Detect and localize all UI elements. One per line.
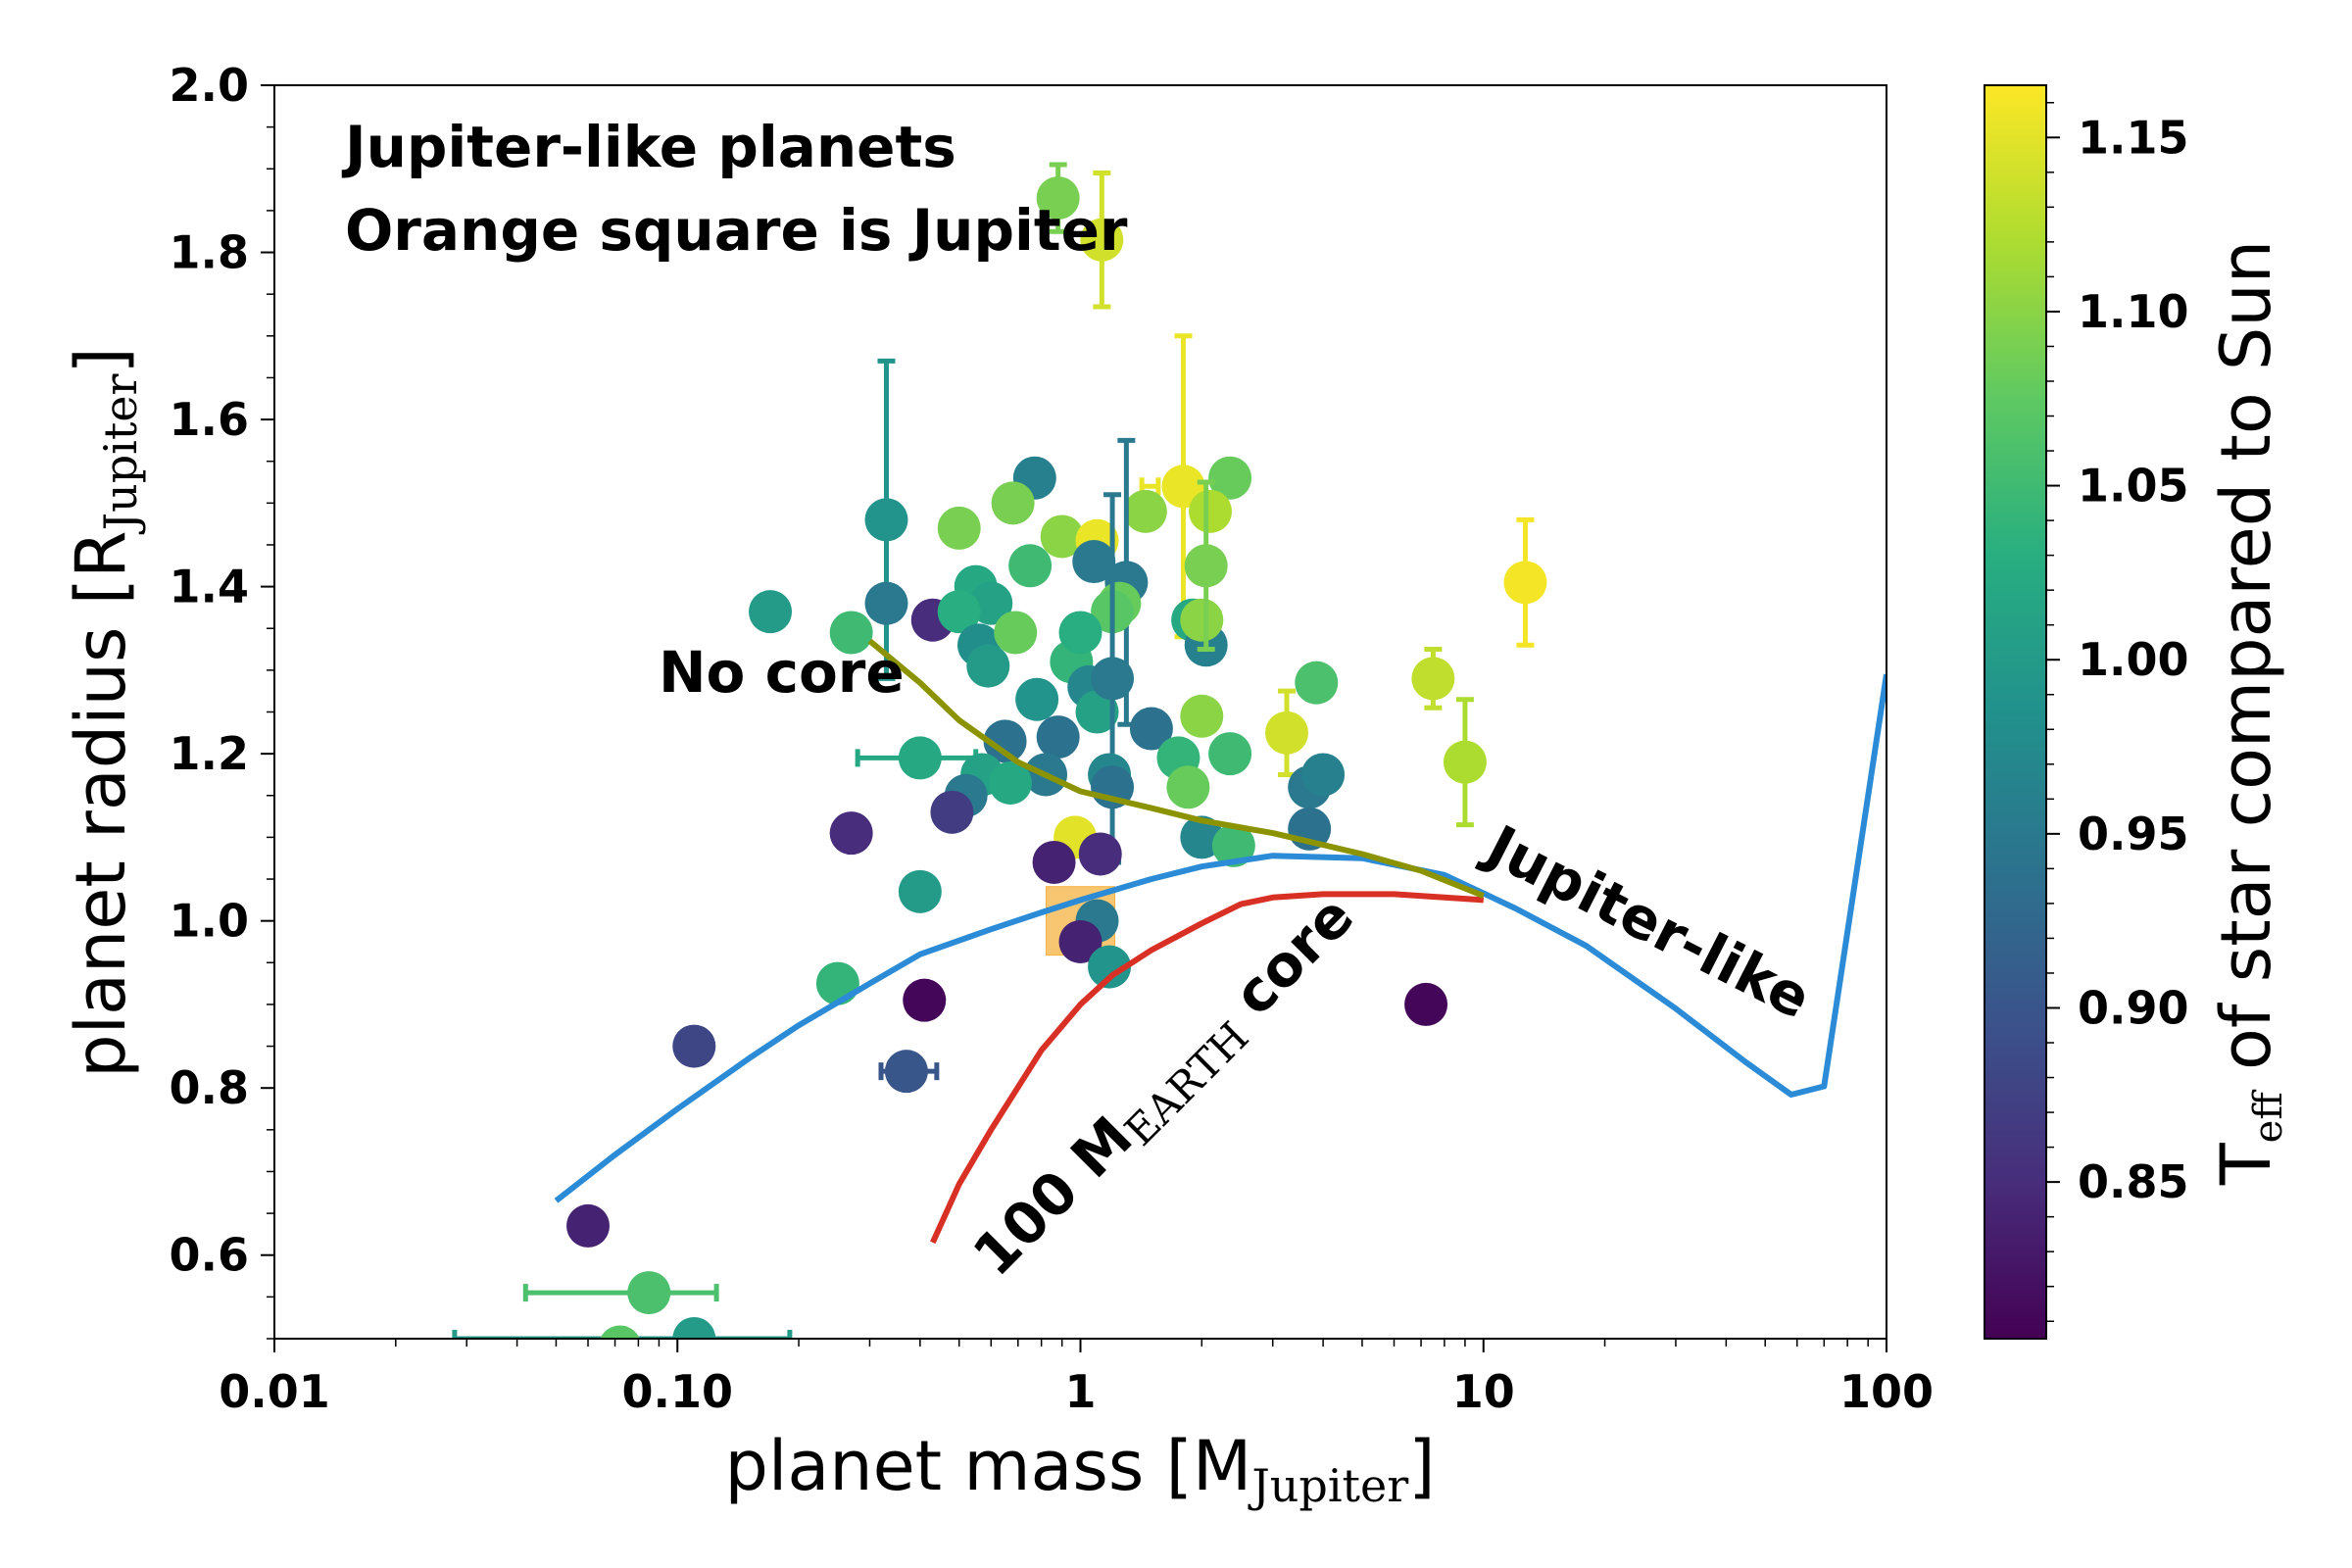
x-tick-label: 100 — [1839, 1365, 1934, 1418]
data-point — [829, 611, 873, 655]
data-point — [930, 790, 974, 834]
data-point — [898, 736, 942, 780]
data-point — [1404, 982, 1448, 1026]
data-point — [1080, 218, 1124, 262]
data-point — [1208, 732, 1252, 776]
data-point — [672, 1317, 716, 1339]
y-tick-label: 2.0 — [170, 59, 250, 112]
data-point — [1008, 544, 1053, 588]
annotation-jupiter-like: Jupiter-like — [1473, 810, 1821, 1032]
y-tick-label: 1.6 — [170, 393, 250, 446]
y-label-main: planet radius [R — [61, 530, 141, 1078]
data-point — [1129, 707, 1173, 751]
annotation-no-core: No core — [659, 639, 905, 706]
data-point — [1208, 456, 1252, 500]
colorbar-label: Teff of star compared to Sun — [2206, 240, 2291, 1186]
data-point — [1189, 489, 1233, 533]
data-point — [864, 581, 908, 625]
y-tick-label: 1.0 — [170, 895, 250, 948]
data-point — [1211, 823, 1255, 867]
y-label-end: ] — [61, 347, 141, 373]
colorbar-tick-label: 1.15 — [2078, 111, 2189, 164]
data-point — [1015, 677, 1059, 721]
data-point — [983, 719, 1027, 763]
model-curve-0 — [554, 673, 1886, 1203]
x-tick-label: 0.01 — [219, 1365, 330, 1418]
data-point — [627, 1271, 671, 1315]
data-point — [1040, 514, 1084, 559]
annotation-line1: Jupiter-like planets — [341, 114, 956, 180]
data-point — [1088, 945, 1132, 989]
y-tick-label: 0.8 — [170, 1061, 250, 1114]
data-point — [988, 760, 1032, 805]
data-point — [1078, 832, 1122, 876]
data-point — [1180, 694, 1224, 738]
data-point — [815, 961, 859, 1005]
data-point — [1295, 661, 1339, 705]
data-point — [1443, 740, 1487, 784]
data-point — [1075, 690, 1119, 734]
data-point — [600, 1325, 640, 1339]
data-point — [1091, 657, 1135, 701]
data-point — [937, 590, 981, 634]
y-tick-label: 1.4 — [170, 561, 250, 613]
colorbar-tick-label: 0.90 — [2078, 981, 2189, 1034]
data-point — [1036, 715, 1080, 760]
colorbar-label-end: of star compared to Sun — [2206, 240, 2286, 1092]
data-point — [1058, 919, 1102, 963]
data-point — [884, 1050, 928, 1094]
data-point — [1161, 465, 1205, 509]
colorbar-tick-label: 1.10 — [2078, 285, 2189, 338]
colorbar-label-main: T — [2206, 1143, 2286, 1186]
core-subscript: EARTH — [1115, 1012, 1257, 1154]
colorbar-tick-label: 1.05 — [2078, 460, 2189, 513]
colorbar-tick-label: 0.95 — [2078, 808, 2189, 860]
data-point — [966, 644, 1010, 688]
y-tick-label: 0.6 — [170, 1229, 250, 1282]
x-label-end: ] — [1408, 1426, 1435, 1506]
data-point — [829, 811, 873, 856]
data-point — [994, 611, 1038, 655]
y-tick-label: 1.8 — [170, 226, 250, 279]
data-point — [898, 869, 942, 913]
data-point — [1265, 710, 1309, 755]
colorbar-tick-label: 0.85 — [2078, 1155, 2189, 1208]
colorbar-label-sub: eff — [2246, 1090, 2291, 1144]
data-point — [672, 1024, 716, 1068]
x-tick-label: 0.10 — [622, 1365, 734, 1418]
data-point — [1072, 540, 1116, 584]
data-point — [903, 978, 947, 1022]
model-curve-2 — [867, 638, 1485, 899]
data-point — [991, 481, 1035, 525]
y-label-sub: Jupiter — [94, 373, 147, 534]
data-point — [1184, 544, 1228, 588]
x-label-main: planet mass [M — [724, 1426, 1251, 1506]
data-point — [1032, 840, 1076, 884]
data-point — [1166, 765, 1210, 809]
x-label-sub: Jupiter — [1248, 1459, 1408, 1512]
data-point — [1301, 753, 1346, 797]
y-tick-label: 1.2 — [170, 727, 250, 780]
x-tick-label: 1 — [1064, 1365, 1096, 1418]
x-tick-label: 10 — [1452, 1365, 1515, 1418]
colorbar-tick-label: 1.00 — [2078, 633, 2189, 686]
data-point — [1123, 489, 1167, 533]
data-point — [937, 506, 981, 550]
data-point — [749, 590, 793, 634]
data-point — [1036, 176, 1080, 220]
y-axis-label: planet radius [RJupiter] — [61, 347, 147, 1078]
data-point — [1411, 657, 1455, 701]
annotation-line2: Orange square is Jupiter — [345, 197, 1128, 264]
data-point — [1180, 598, 1224, 642]
data-point — [1503, 561, 1547, 605]
x-axis-label: planet mass [MJupiter] — [724, 1426, 1435, 1512]
model-curve-1 — [930, 891, 1484, 1245]
data-point — [1058, 611, 1102, 655]
data-point — [566, 1203, 611, 1248]
colorbar — [1984, 84, 2047, 1340]
data-point — [864, 498, 908, 542]
